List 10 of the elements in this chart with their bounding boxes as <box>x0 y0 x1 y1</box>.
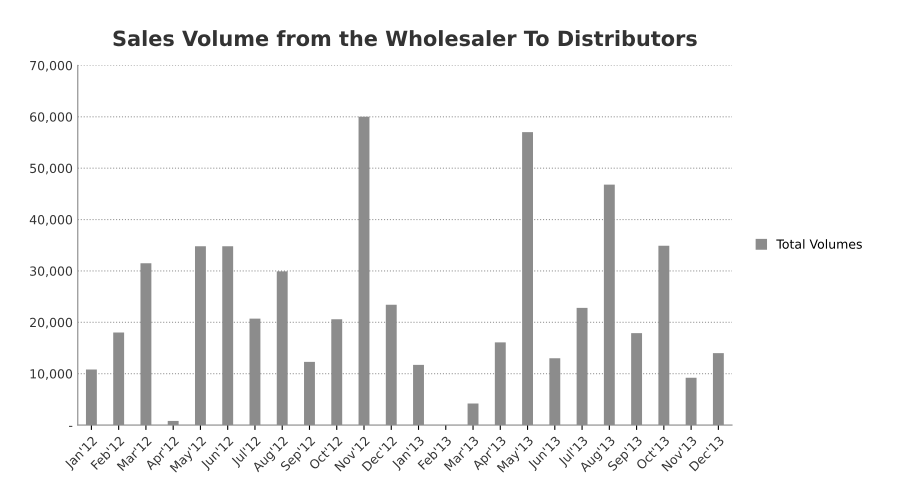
y-tick-label: 40,000 <box>30 214 72 226</box>
y-tick-label: 50,000 <box>30 164 72 174</box>
chart-title: Sales Volume from the Wholesaler To Distributors <box>114 30 697 46</box>
y-tick-label: 10,000 <box>30 369 72 380</box>
y-tick-label: 60,000 <box>30 112 72 123</box>
y-tick-label: 70,000 <box>30 60 72 72</box>
y-tick-label: 30,000 <box>30 266 72 278</box>
y-tick-label: 20,000 <box>30 318 72 328</box>
y-tick-label: - <box>69 426 72 427</box>
legend-label: Total Volumes <box>776 239 862 249</box>
